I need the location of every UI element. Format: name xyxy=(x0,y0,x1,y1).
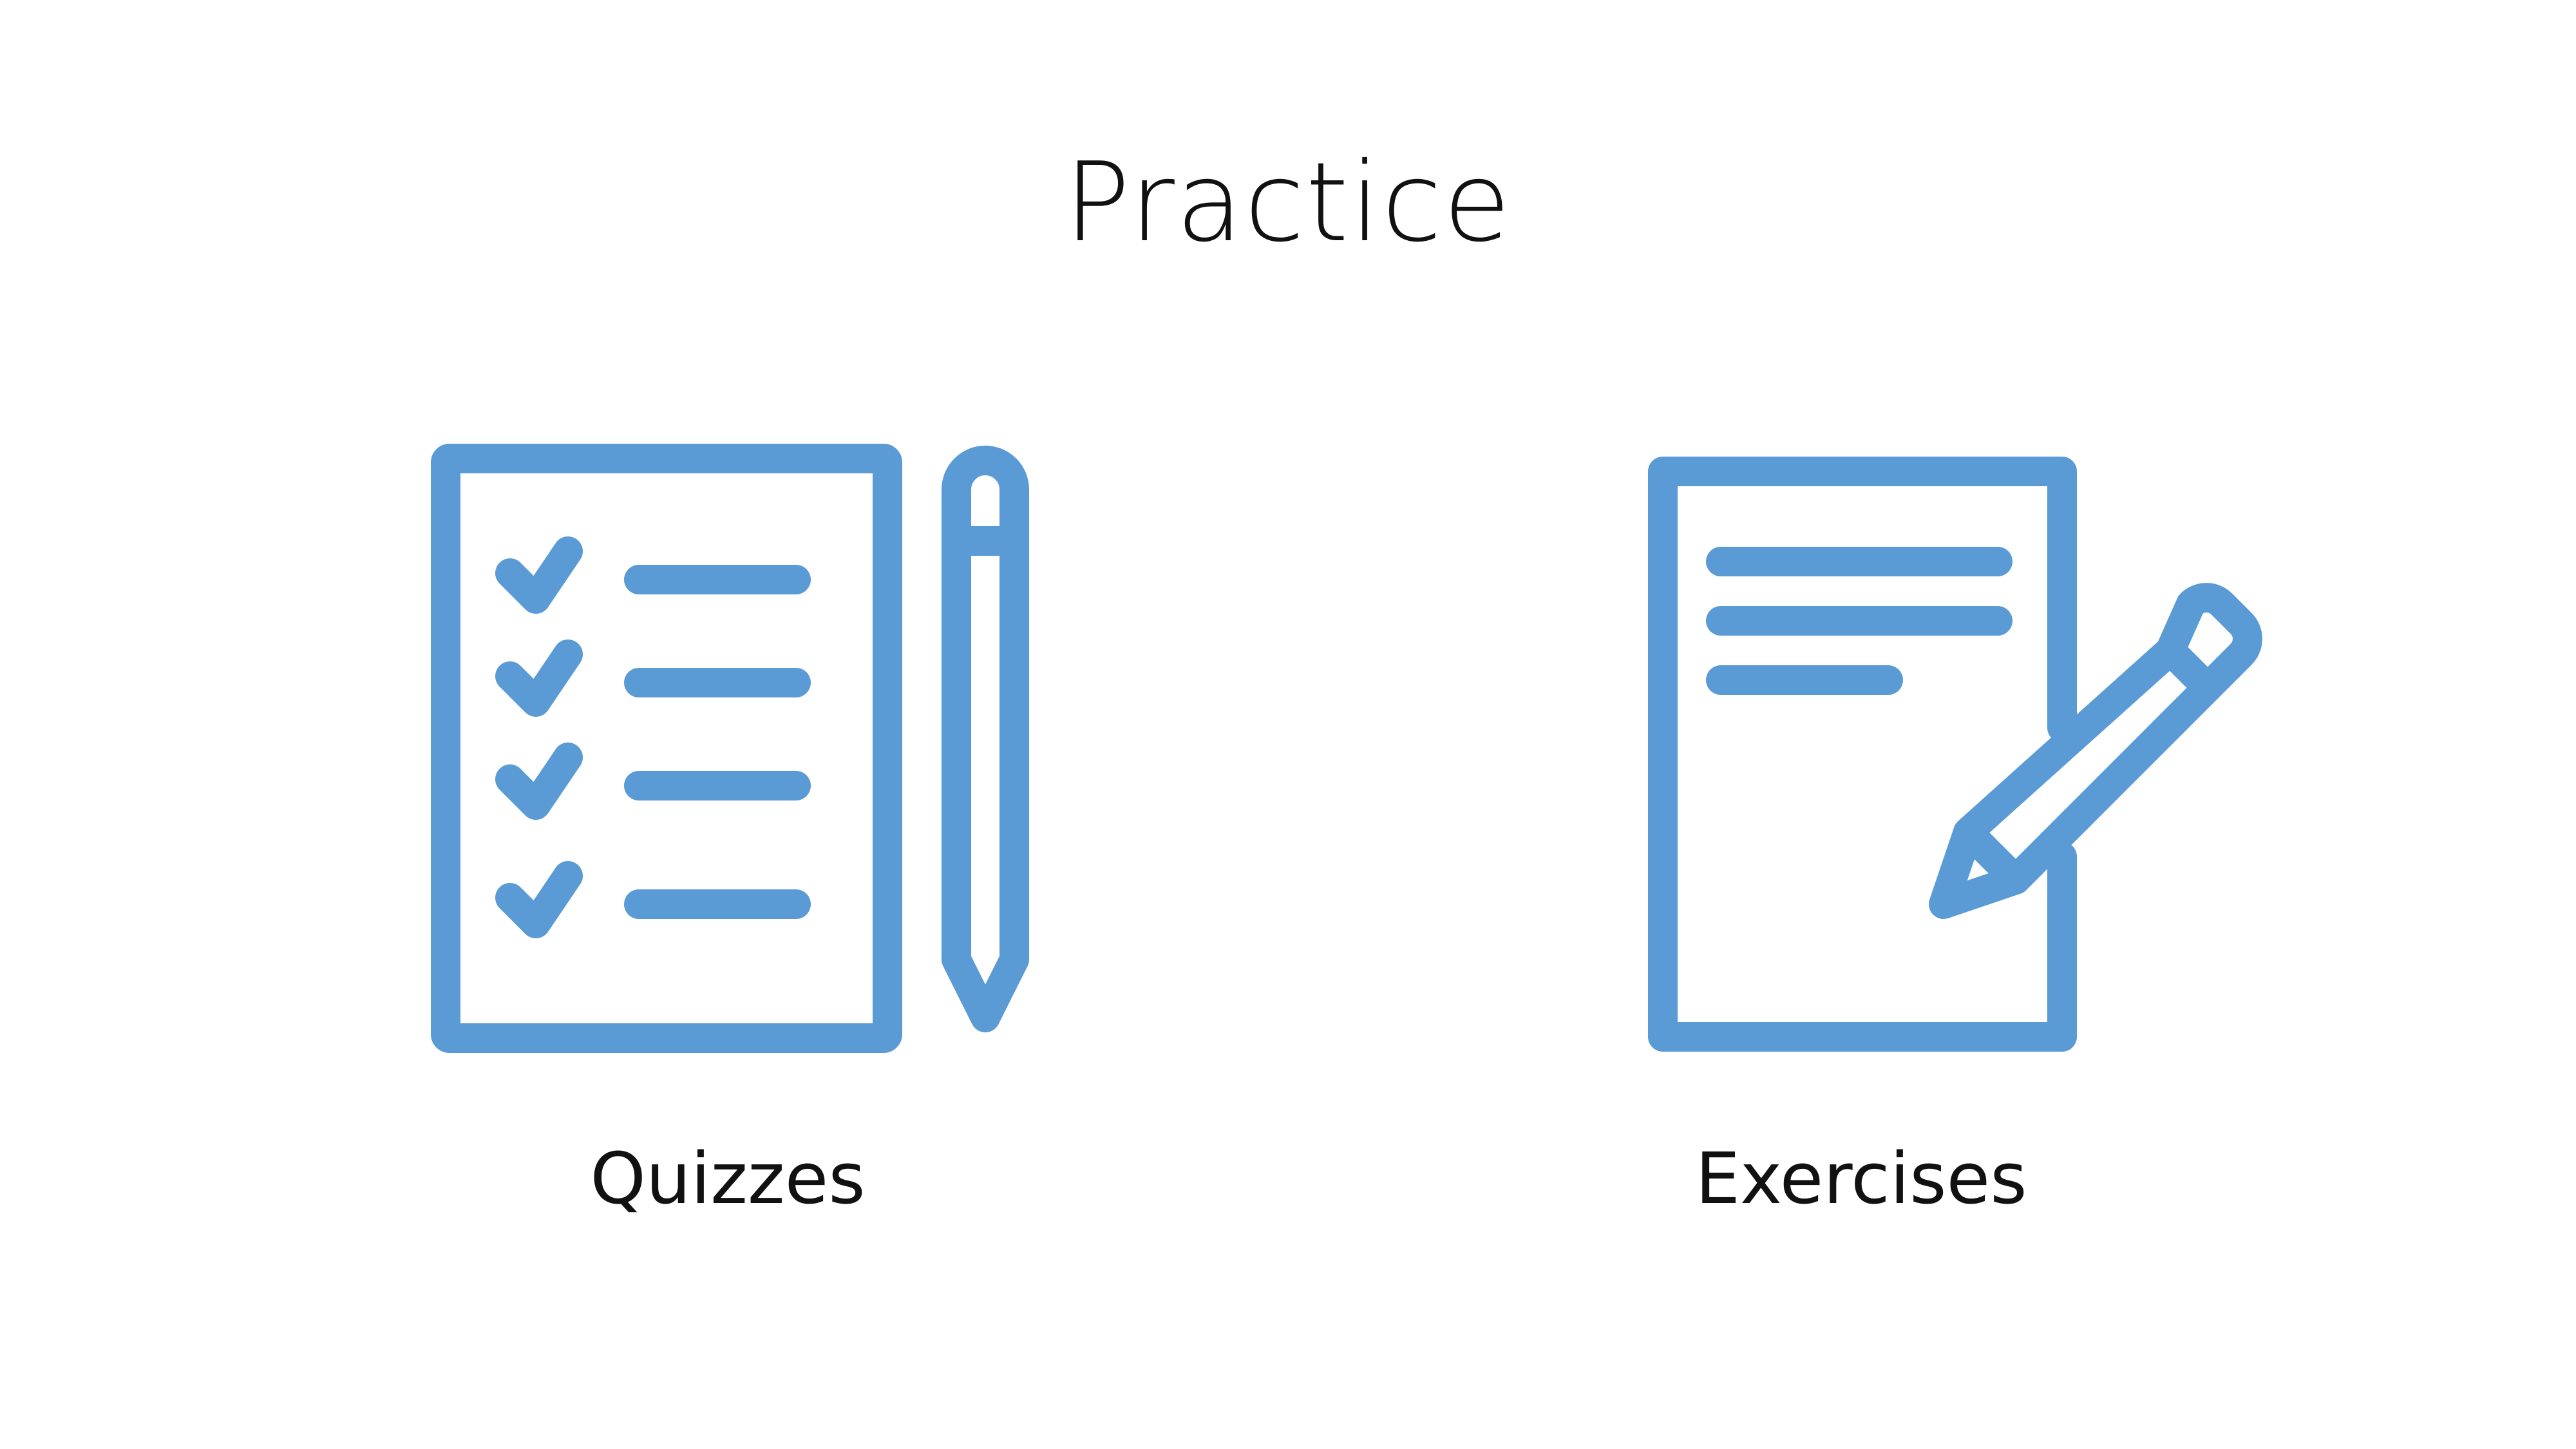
quizzes-label: Quizzes xyxy=(590,1137,866,1220)
document-pencil-icon xyxy=(1648,457,2262,1052)
pencil-icon xyxy=(942,446,1029,1032)
exercises-label: Exercises xyxy=(1695,1137,2027,1220)
quiz-checklist-icon xyxy=(431,444,902,1053)
slide-title: Practice xyxy=(1064,139,1512,267)
